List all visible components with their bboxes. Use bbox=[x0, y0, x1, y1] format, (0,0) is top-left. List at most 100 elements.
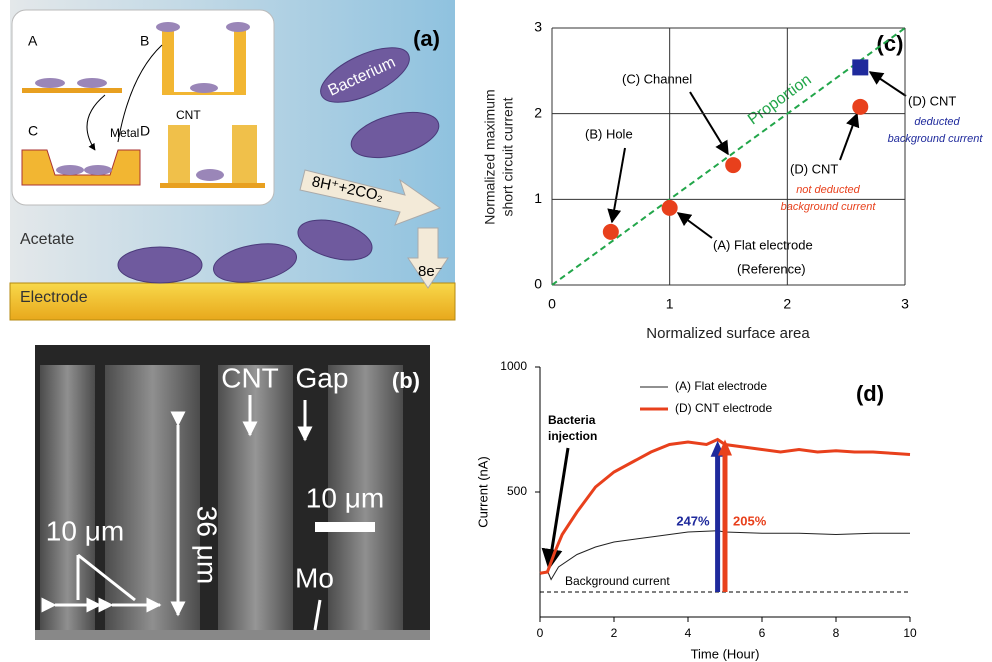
panel-label: (a) bbox=[413, 26, 440, 51]
y-tick-label: 500 bbox=[507, 484, 527, 498]
y-axis-label: Current (nA) bbox=[475, 456, 490, 528]
reaction-arrow bbox=[299, 169, 442, 226]
annotation: (C) Channel bbox=[622, 71, 692, 86]
scale-label: 10 μm bbox=[306, 482, 384, 513]
arrow-head bbox=[718, 439, 732, 456]
bacterium bbox=[213, 243, 297, 283]
width-label: 10 μm bbox=[46, 515, 124, 546]
gap-label: Gap bbox=[296, 362, 349, 393]
inset-electrode bbox=[160, 183, 265, 188]
scale-bar bbox=[315, 522, 375, 532]
line bbox=[539, 437, 911, 575]
bacterium bbox=[156, 22, 180, 32]
chart-d-text: (d) Time (Hour) Current (nA) Bacteria in… bbox=[475, 381, 884, 662]
x-tick-label: 6 bbox=[759, 626, 766, 640]
chart-title: (c) bbox=[877, 31, 904, 56]
arrow bbox=[676, 212, 713, 239]
inset bbox=[11, 9, 275, 206]
inset-label: A bbox=[28, 33, 38, 49]
annotation: (D) CNT bbox=[908, 93, 956, 108]
bacterium bbox=[117, 246, 203, 284]
x-tick-label: 1 bbox=[666, 296, 674, 312]
x-tick-label: 8 bbox=[833, 626, 840, 640]
annotation: background current bbox=[781, 201, 877, 213]
bacterium bbox=[297, 219, 373, 261]
x-tick-label: 2 bbox=[611, 626, 618, 640]
bacterium bbox=[35, 78, 65, 88]
legend-label: (A) Flat electrode bbox=[675, 379, 767, 393]
bacterium bbox=[190, 83, 218, 93]
y-tick-label: 1 bbox=[534, 190, 542, 206]
y-tick-label: 0 bbox=[534, 276, 542, 292]
line bbox=[539, 530, 910, 581]
inset-wells bbox=[162, 30, 246, 95]
annotation: injection bbox=[548, 429, 597, 443]
inset-label: B bbox=[140, 33, 149, 49]
y-axis-label: Normalized maximum bbox=[482, 89, 498, 224]
x-tick-label: 4 bbox=[685, 626, 692, 640]
x-tick-label: 0 bbox=[548, 296, 556, 312]
x-tick-label: 10 bbox=[903, 626, 917, 640]
cnt-label: CNT bbox=[176, 108, 201, 122]
y-tick-label: 2 bbox=[534, 104, 542, 120]
cnt-label: CNT bbox=[221, 362, 279, 393]
arrow bbox=[868, 71, 907, 97]
arrow-label: 205% bbox=[733, 513, 767, 528]
metal-label: Metal bbox=[110, 126, 139, 140]
pointer bbox=[77, 553, 136, 602]
point bbox=[852, 59, 869, 76]
y-tick-label: 3 bbox=[534, 19, 542, 35]
arrow bbox=[541, 447, 570, 571]
x-tick-label: 2 bbox=[783, 296, 791, 312]
bacterium bbox=[84, 165, 112, 175]
annotation: background current bbox=[888, 133, 984, 145]
panel-a: A B C D Metal CNT (a) Bacterium 8H⁺+2CO₂… bbox=[9, 0, 456, 321]
legend-label: (D) CNT electrode bbox=[675, 401, 772, 415]
bacterium bbox=[77, 78, 107, 88]
electron-arrow bbox=[407, 227, 449, 289]
y-tick-label: 1000 bbox=[500, 359, 527, 373]
cnt-column bbox=[40, 365, 95, 633]
annotation: (A) Flat electrode bbox=[713, 237, 813, 252]
annotation: (B) Hole bbox=[585, 126, 633, 141]
cnt-pillar bbox=[232, 125, 257, 183]
point bbox=[661, 199, 678, 216]
x-axis-label: Time (Hour) bbox=[691, 646, 760, 661]
annotation: (Reference) bbox=[737, 261, 806, 276]
arrow bbox=[689, 91, 729, 156]
bacterium bbox=[320, 47, 410, 103]
x-tick-label: 0 bbox=[537, 626, 544, 640]
electron-label: 8e⁻ bbox=[418, 263, 443, 280]
pointer bbox=[313, 599, 322, 631]
plots: 0 1 2 3 0 1 2 3 0 2 4 6 8 10 500 1000 Background current… bbox=[500, 19, 917, 640]
arrow bbox=[839, 112, 860, 161]
height-label: 36 μm bbox=[192, 506, 223, 584]
point bbox=[725, 157, 742, 174]
inset-electrode bbox=[22, 88, 122, 93]
background-label: Background current bbox=[565, 574, 670, 588]
x-tick-label: 3 bbox=[901, 296, 909, 312]
electrode bbox=[9, 282, 456, 321]
bacterium bbox=[56, 165, 84, 175]
inset-channel bbox=[21, 149, 141, 186]
annotation: not deducted bbox=[796, 184, 860, 196]
annotation: Bacteria bbox=[548, 413, 596, 427]
annotation: deducted bbox=[914, 116, 960, 128]
reference-line bbox=[551, 27, 906, 286]
cnt-column bbox=[328, 365, 403, 633]
acetate-label: Acetate bbox=[20, 231, 74, 248]
point bbox=[852, 98, 869, 115]
bacterium bbox=[350, 111, 440, 159]
mo-label: Mo bbox=[295, 562, 334, 593]
arrow bbox=[86, 94, 106, 151]
arrow bbox=[607, 147, 626, 224]
panel-label: (b) bbox=[392, 368, 420, 393]
cnt-pillar bbox=[168, 125, 190, 183]
bacterium bbox=[226, 22, 250, 32]
chart-title: (d) bbox=[856, 381, 884, 406]
electrode-label: Electrode bbox=[20, 289, 88, 306]
x-axis-label: Normalized surface area bbox=[646, 325, 810, 342]
annotation: (D) CNT bbox=[790, 161, 838, 176]
inset-label: C bbox=[28, 123, 38, 139]
